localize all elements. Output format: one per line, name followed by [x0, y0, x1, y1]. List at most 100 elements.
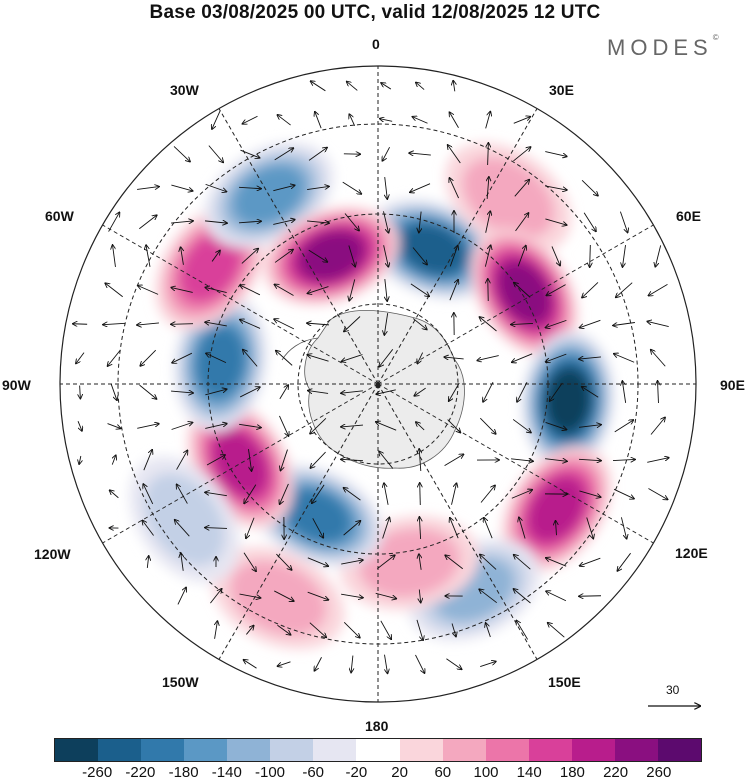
wind-vector — [343, 521, 361, 536]
wind-vector — [487, 177, 489, 200]
colorbar — [54, 738, 702, 762]
colorbar-tick-label: -140 — [211, 764, 242, 781]
wind-vector — [380, 119, 393, 122]
wind-vector — [276, 351, 293, 366]
colorbar-segment — [356, 739, 400, 761]
wind-vector — [514, 180, 529, 197]
wind-vector — [479, 417, 495, 434]
wind-vector — [451, 623, 456, 637]
wind-vector — [349, 114, 356, 126]
anomaly-contour — [196, 326, 245, 397]
wind-vector — [385, 279, 387, 301]
wind-vector — [376, 422, 397, 431]
wind-vector — [205, 528, 228, 529]
wind-vector — [512, 353, 533, 362]
wind-vector — [414, 387, 426, 396]
wind-vector — [308, 391, 329, 394]
anomaly-contour — [545, 369, 591, 433]
wind-vector — [137, 323, 159, 325]
wind-vector — [545, 185, 567, 190]
wind-vector — [142, 521, 154, 536]
wind-vector — [110, 490, 119, 499]
wind-vector — [181, 247, 184, 265]
wind-vector — [377, 555, 394, 570]
wind-vector — [342, 354, 363, 362]
wind-vector — [244, 484, 257, 504]
anomaly-contour — [299, 231, 364, 281]
anomaly-contour — [212, 430, 268, 497]
wind-vector — [384, 483, 389, 505]
wind-vector — [80, 385, 81, 399]
label-lon-90e: 90E — [720, 377, 745, 393]
colorbar-segment — [399, 739, 443, 761]
wind-vector — [519, 517, 526, 539]
wind-vector — [314, 657, 322, 671]
wind-vector — [310, 451, 326, 468]
wind-vector — [616, 282, 633, 298]
wind-vector — [417, 352, 424, 364]
wind-vector — [246, 517, 255, 538]
wind-vector — [343, 621, 360, 637]
wind-vector — [545, 218, 566, 225]
colorbar-tick-label: 20 — [391, 764, 408, 781]
wind-vector — [379, 349, 394, 366]
wind-vector — [412, 318, 427, 330]
wind-vector — [579, 490, 600, 497]
colorbar-segment — [141, 739, 185, 761]
wind-vector — [307, 186, 329, 191]
wind-vector — [449, 382, 460, 401]
wind-vector — [173, 146, 190, 161]
wind-vector — [341, 459, 364, 460]
wind-vector — [453, 81, 455, 92]
label-lon-60w: 60W — [45, 208, 74, 224]
wind-vector — [312, 484, 325, 503]
wind-vector — [273, 185, 294, 192]
wind-vector — [582, 282, 599, 297]
label-lon-120e: 120E — [675, 545, 708, 561]
wind-vector — [410, 183, 431, 193]
wind-vector — [545, 151, 566, 157]
colorbar-ticks: -260 -220 -180 -140 -100 -60 -20 20 60 100 140 180 2… — [0, 764, 750, 782]
wind-vector — [551, 246, 560, 265]
wind-vector — [556, 521, 557, 536]
wind-vector — [143, 450, 152, 471]
wind-vector — [622, 381, 627, 403]
wind-vector — [548, 623, 565, 638]
wind-vector — [311, 81, 326, 92]
wind-vector — [205, 287, 227, 294]
wind-vector — [307, 591, 329, 600]
wind-vector — [590, 244, 591, 267]
wind-vector — [451, 483, 457, 505]
colorbar-segment — [270, 739, 314, 761]
wind-vector — [348, 245, 355, 266]
colorbar-segment — [614, 739, 658, 761]
wind-vector — [243, 350, 258, 367]
wind-vector — [181, 553, 183, 571]
colorbar-segment — [528, 739, 572, 761]
wind-vector — [479, 317, 497, 332]
wind-vector — [446, 658, 461, 670]
wind-vector — [344, 488, 361, 501]
wind-vector — [620, 517, 626, 538]
wind-vector — [379, 451, 394, 469]
wind-vector — [243, 115, 258, 124]
wind-vector — [450, 518, 459, 539]
wind-vector — [650, 418, 665, 435]
wind-vector — [546, 558, 567, 567]
wind-vector — [105, 283, 123, 298]
wind-vector — [515, 213, 529, 232]
wind-vector — [647, 321, 669, 327]
colorbar-tick-label: 220 — [603, 764, 629, 781]
anomaly-contour — [144, 473, 225, 566]
wind-vector — [488, 143, 489, 166]
brand-mark: © — [712, 33, 719, 42]
wind-vector — [77, 420, 82, 431]
wind-vector — [486, 623, 491, 638]
wind-vector — [479, 589, 498, 604]
wind-vector — [449, 178, 459, 199]
wind-vector — [171, 422, 193, 430]
wind-vector — [517, 246, 526, 267]
colorbar-segment — [184, 739, 228, 761]
wind-vector — [579, 425, 601, 428]
colorbar-segment — [313, 739, 357, 761]
